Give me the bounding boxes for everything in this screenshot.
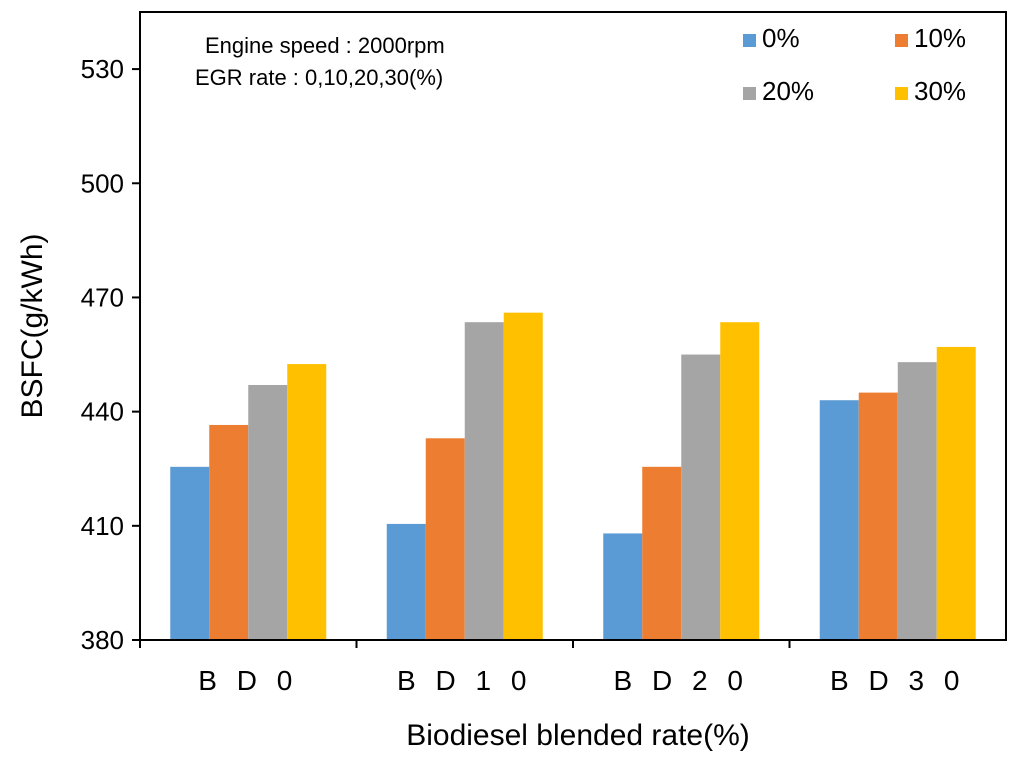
- bar: [170, 466, 210, 640]
- legend-swatch: [743, 87, 756, 100]
- bar: [681, 354, 721, 640]
- bar: [425, 438, 465, 640]
- annotation-engine-speed: Engine speed : 2000rpm: [205, 33, 445, 58]
- bar: [858, 392, 898, 640]
- x-category-label: B D 0: [198, 665, 298, 696]
- y-tick-label: 380: [81, 625, 124, 655]
- y-tick-label: 410: [81, 511, 124, 541]
- y-tick-label: 470: [81, 282, 124, 312]
- x-category-label: B D 2 0: [614, 665, 749, 696]
- legend-label: 20%: [762, 76, 814, 106]
- y-tick-label: 500: [81, 168, 124, 198]
- bar: [642, 466, 682, 640]
- bar: [386, 523, 426, 640]
- legend-label: 10%: [914, 23, 966, 53]
- bar: [464, 322, 504, 640]
- annotation-egr-rate: EGR rate : 0,10,20,30(%): [195, 65, 443, 90]
- legend-swatch: [743, 34, 756, 47]
- bar: [897, 362, 937, 640]
- bar: [720, 322, 760, 640]
- bars-group: [170, 312, 976, 640]
- legend: 0% 10% 20% 30%: [743, 23, 966, 106]
- legend-swatch: [895, 87, 908, 100]
- y-tick-label: 530: [81, 54, 124, 84]
- legend-label: 0%: [762, 23, 800, 53]
- y-axis-title: BSFC(g/kWh): [16, 233, 49, 418]
- bar: [819, 400, 859, 640]
- bar: [287, 364, 327, 640]
- bar: [209, 424, 249, 640]
- legend-swatch: [895, 34, 908, 47]
- bar: [936, 346, 976, 640]
- plot-frame: [139, 11, 1007, 641]
- bar: [603, 533, 643, 640]
- x-category-label: B D 1 0: [397, 665, 532, 696]
- annotation-box: Engine speed : 2000rpm EGR rate : 0,10,2…: [195, 33, 445, 90]
- x-category-label: B D 3 0: [830, 665, 965, 696]
- bar: [503, 312, 543, 640]
- x-axis-categories: B D 0 B D 1 0 B D 2 0 B D 3 0: [139, 640, 965, 696]
- y-tick-label: 440: [81, 397, 124, 427]
- y-axis-ticks: 380 410 440 470 500 530: [81, 54, 140, 655]
- x-axis-title: Biodiesel blended rate(%): [406, 719, 750, 752]
- bar: [248, 384, 288, 640]
- legend-label: 30%: [914, 76, 966, 106]
